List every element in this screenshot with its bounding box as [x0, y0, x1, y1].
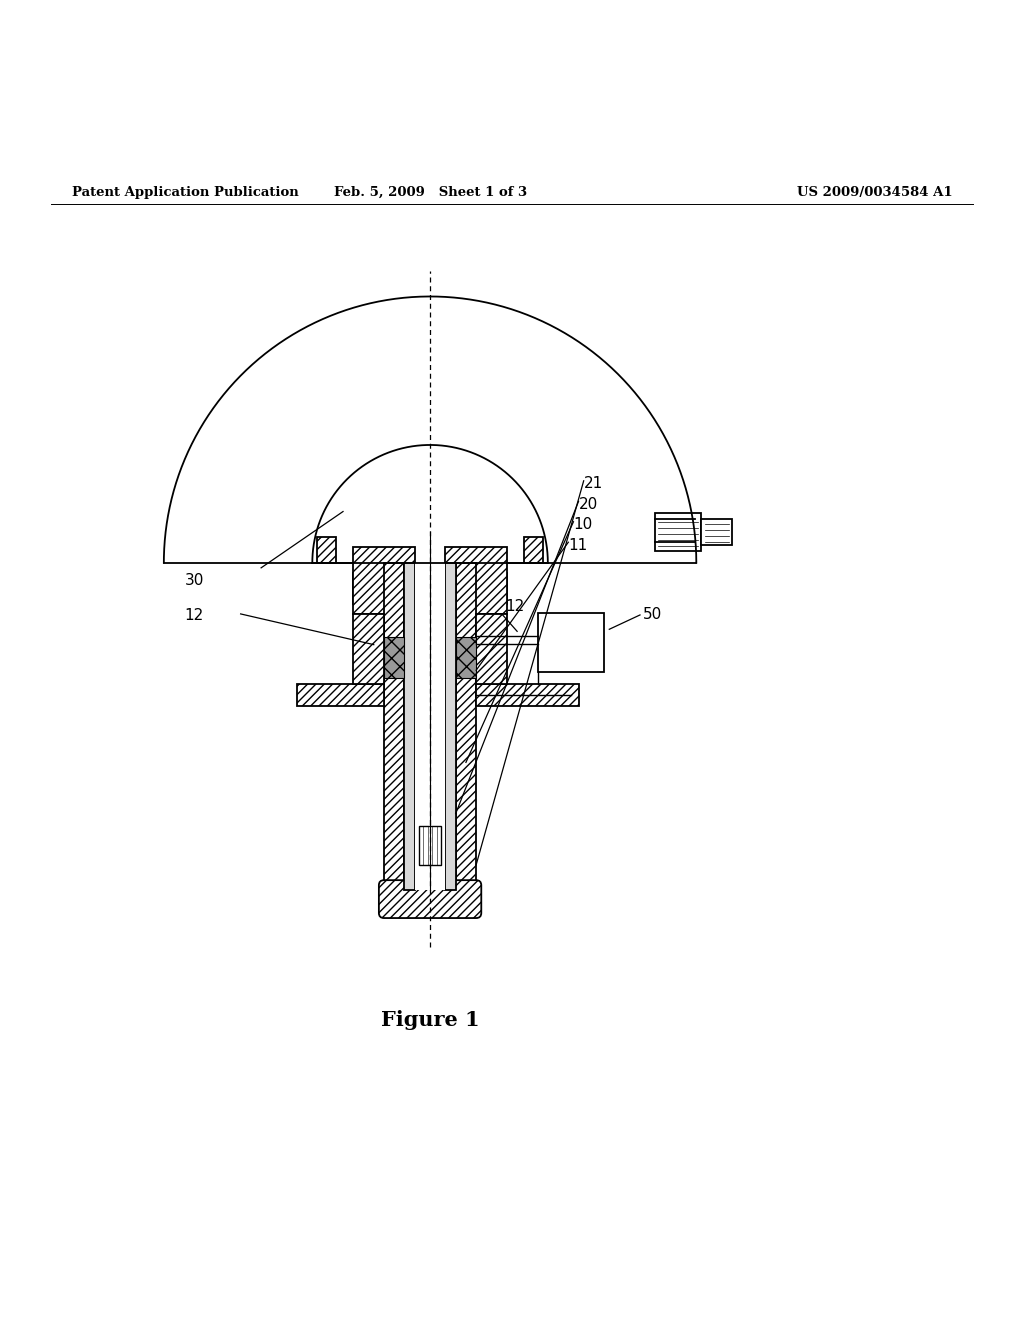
Text: 12: 12 [184, 609, 204, 623]
Bar [538, 612, 604, 672]
Bar [655, 512, 701, 552]
Bar [476, 684, 579, 706]
Bar [384, 638, 404, 678]
Text: 10: 10 [573, 517, 593, 532]
Bar [524, 537, 543, 562]
Bar [353, 614, 384, 684]
Bar [419, 826, 441, 865]
Bar [445, 562, 456, 891]
Bar [456, 562, 476, 891]
Bar [476, 614, 507, 684]
Bar [445, 548, 507, 614]
Text: 30: 30 [184, 573, 204, 587]
Text: 12: 12 [505, 599, 524, 614]
Text: Patent Application Publication: Patent Application Publication [72, 186, 298, 198]
Text: Feb. 5, 2009   Sheet 1 of 3: Feb. 5, 2009 Sheet 1 of 3 [334, 186, 526, 198]
Bar [404, 562, 415, 891]
Text: 11: 11 [568, 537, 588, 553]
Text: US 2009/0034584 A1: US 2009/0034584 A1 [797, 186, 952, 198]
Text: 21: 21 [584, 477, 603, 491]
Bar [353, 548, 415, 614]
Bar [317, 537, 336, 562]
FancyBboxPatch shape [379, 880, 481, 917]
Bar [384, 562, 404, 891]
Text: 20: 20 [579, 496, 598, 512]
Text: Figure 1: Figure 1 [381, 1010, 479, 1031]
Bar [415, 562, 445, 891]
Text: 50: 50 [643, 607, 663, 623]
Bar [701, 519, 732, 545]
Bar [297, 684, 384, 706]
Bar [456, 638, 476, 678]
Bar [353, 573, 507, 603]
